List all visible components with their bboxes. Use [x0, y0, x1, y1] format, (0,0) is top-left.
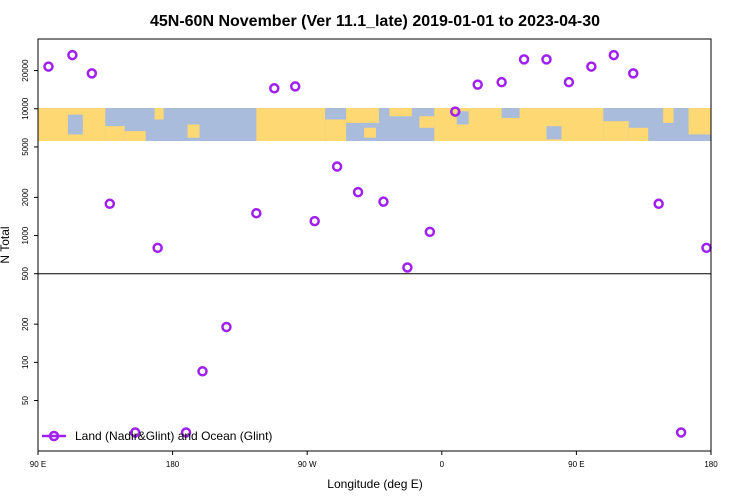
plot-frame: [37, 38, 712, 452]
y-tick-label: 100: [21, 355, 30, 369]
land-patch: [663, 108, 674, 123]
data-point: [331, 161, 343, 172]
data-point: [653, 198, 664, 210]
chart-title: 45N-60N November (Ver 11.1_late) 2019-01…: [150, 13, 600, 30]
x-tick-label: 0: [440, 460, 445, 469]
y-tick-label: 50: [21, 396, 30, 405]
data-point: [675, 427, 687, 438]
land-patch: [346, 108, 379, 123]
legend: Land (Nadir&Glint) and Ocean (Glint): [42, 429, 272, 443]
sea-patch: [501, 108, 520, 118]
data-point: [152, 242, 163, 254]
data-point: [586, 61, 597, 72]
legend-label: Land (Nadir&Glint) and Ocean (Glint): [75, 429, 272, 443]
x-axis-label: Longitude (deg E): [327, 477, 422, 491]
data-point: [496, 76, 507, 88]
data-point: [221, 321, 232, 333]
data-point: [251, 207, 262, 219]
land-patch: [389, 108, 412, 117]
data-markers: [43, 49, 712, 438]
data-point: [424, 226, 436, 238]
data-point: [518, 54, 530, 65]
data-point: [378, 196, 389, 207]
sea-patch: [456, 111, 469, 125]
land-patch: [154, 108, 164, 120]
sea-patch: [643, 111, 655, 122]
y-tick-label: 2000: [21, 188, 30, 206]
y-tick-label: 200: [21, 317, 30, 331]
data-point: [86, 68, 98, 79]
data-point: [309, 215, 320, 227]
x-tick-label: 180: [166, 460, 180, 469]
data-point: [67, 49, 78, 61]
data-point: [627, 68, 639, 79]
y-axis: 50 100 200 500 1000 2000 5000 10000 20000: [21, 59, 38, 405]
x-tick-label: 180: [704, 460, 718, 469]
land-patch: [688, 108, 711, 135]
data-point: [352, 186, 364, 198]
data-point: [541, 54, 552, 65]
x-tick-label: 90 E: [568, 460, 584, 469]
data-point: [701, 242, 712, 254]
y-tick-label: 500: [21, 267, 30, 281]
land-patch: [603, 121, 629, 141]
data-point: [180, 427, 192, 438]
land-patch: [628, 127, 649, 141]
land-patch: [256, 108, 326, 141]
land-patch: [325, 119, 347, 141]
data-point: [563, 76, 575, 88]
data-point: [450, 106, 461, 117]
data-point: [197, 366, 208, 377]
data-point: [608, 49, 620, 61]
x-axis: 90 E 180 90 W 0 90 E 180: [30, 451, 718, 469]
y-tick-label: 5000: [21, 137, 30, 155]
y-axis-label: N Total: [0, 226, 12, 263]
land-patch: [419, 116, 435, 128]
world-map-band: [38, 108, 711, 141]
land-patch: [105, 126, 125, 141]
data-point: [104, 198, 116, 210]
y-tick-label: 10000: [21, 97, 30, 120]
x-tick-label: 90 W: [298, 460, 317, 469]
data-point: [43, 61, 54, 72]
sea-patch: [546, 126, 562, 140]
y-tick-label: 1000: [21, 226, 30, 244]
x-tick-label: 90 E: [30, 460, 46, 469]
land-patch: [364, 127, 376, 138]
sea-patch: [67, 114, 83, 135]
land-patch: [187, 124, 200, 138]
data-point: [289, 81, 301, 92]
legend-marker: [48, 430, 60, 442]
data-point: [402, 262, 413, 273]
data-point: [269, 83, 280, 94]
data-point: [129, 427, 141, 438]
land-patch: [124, 131, 146, 141]
y-tick-label: 20000: [21, 59, 30, 82]
data-point: [472, 79, 483, 90]
